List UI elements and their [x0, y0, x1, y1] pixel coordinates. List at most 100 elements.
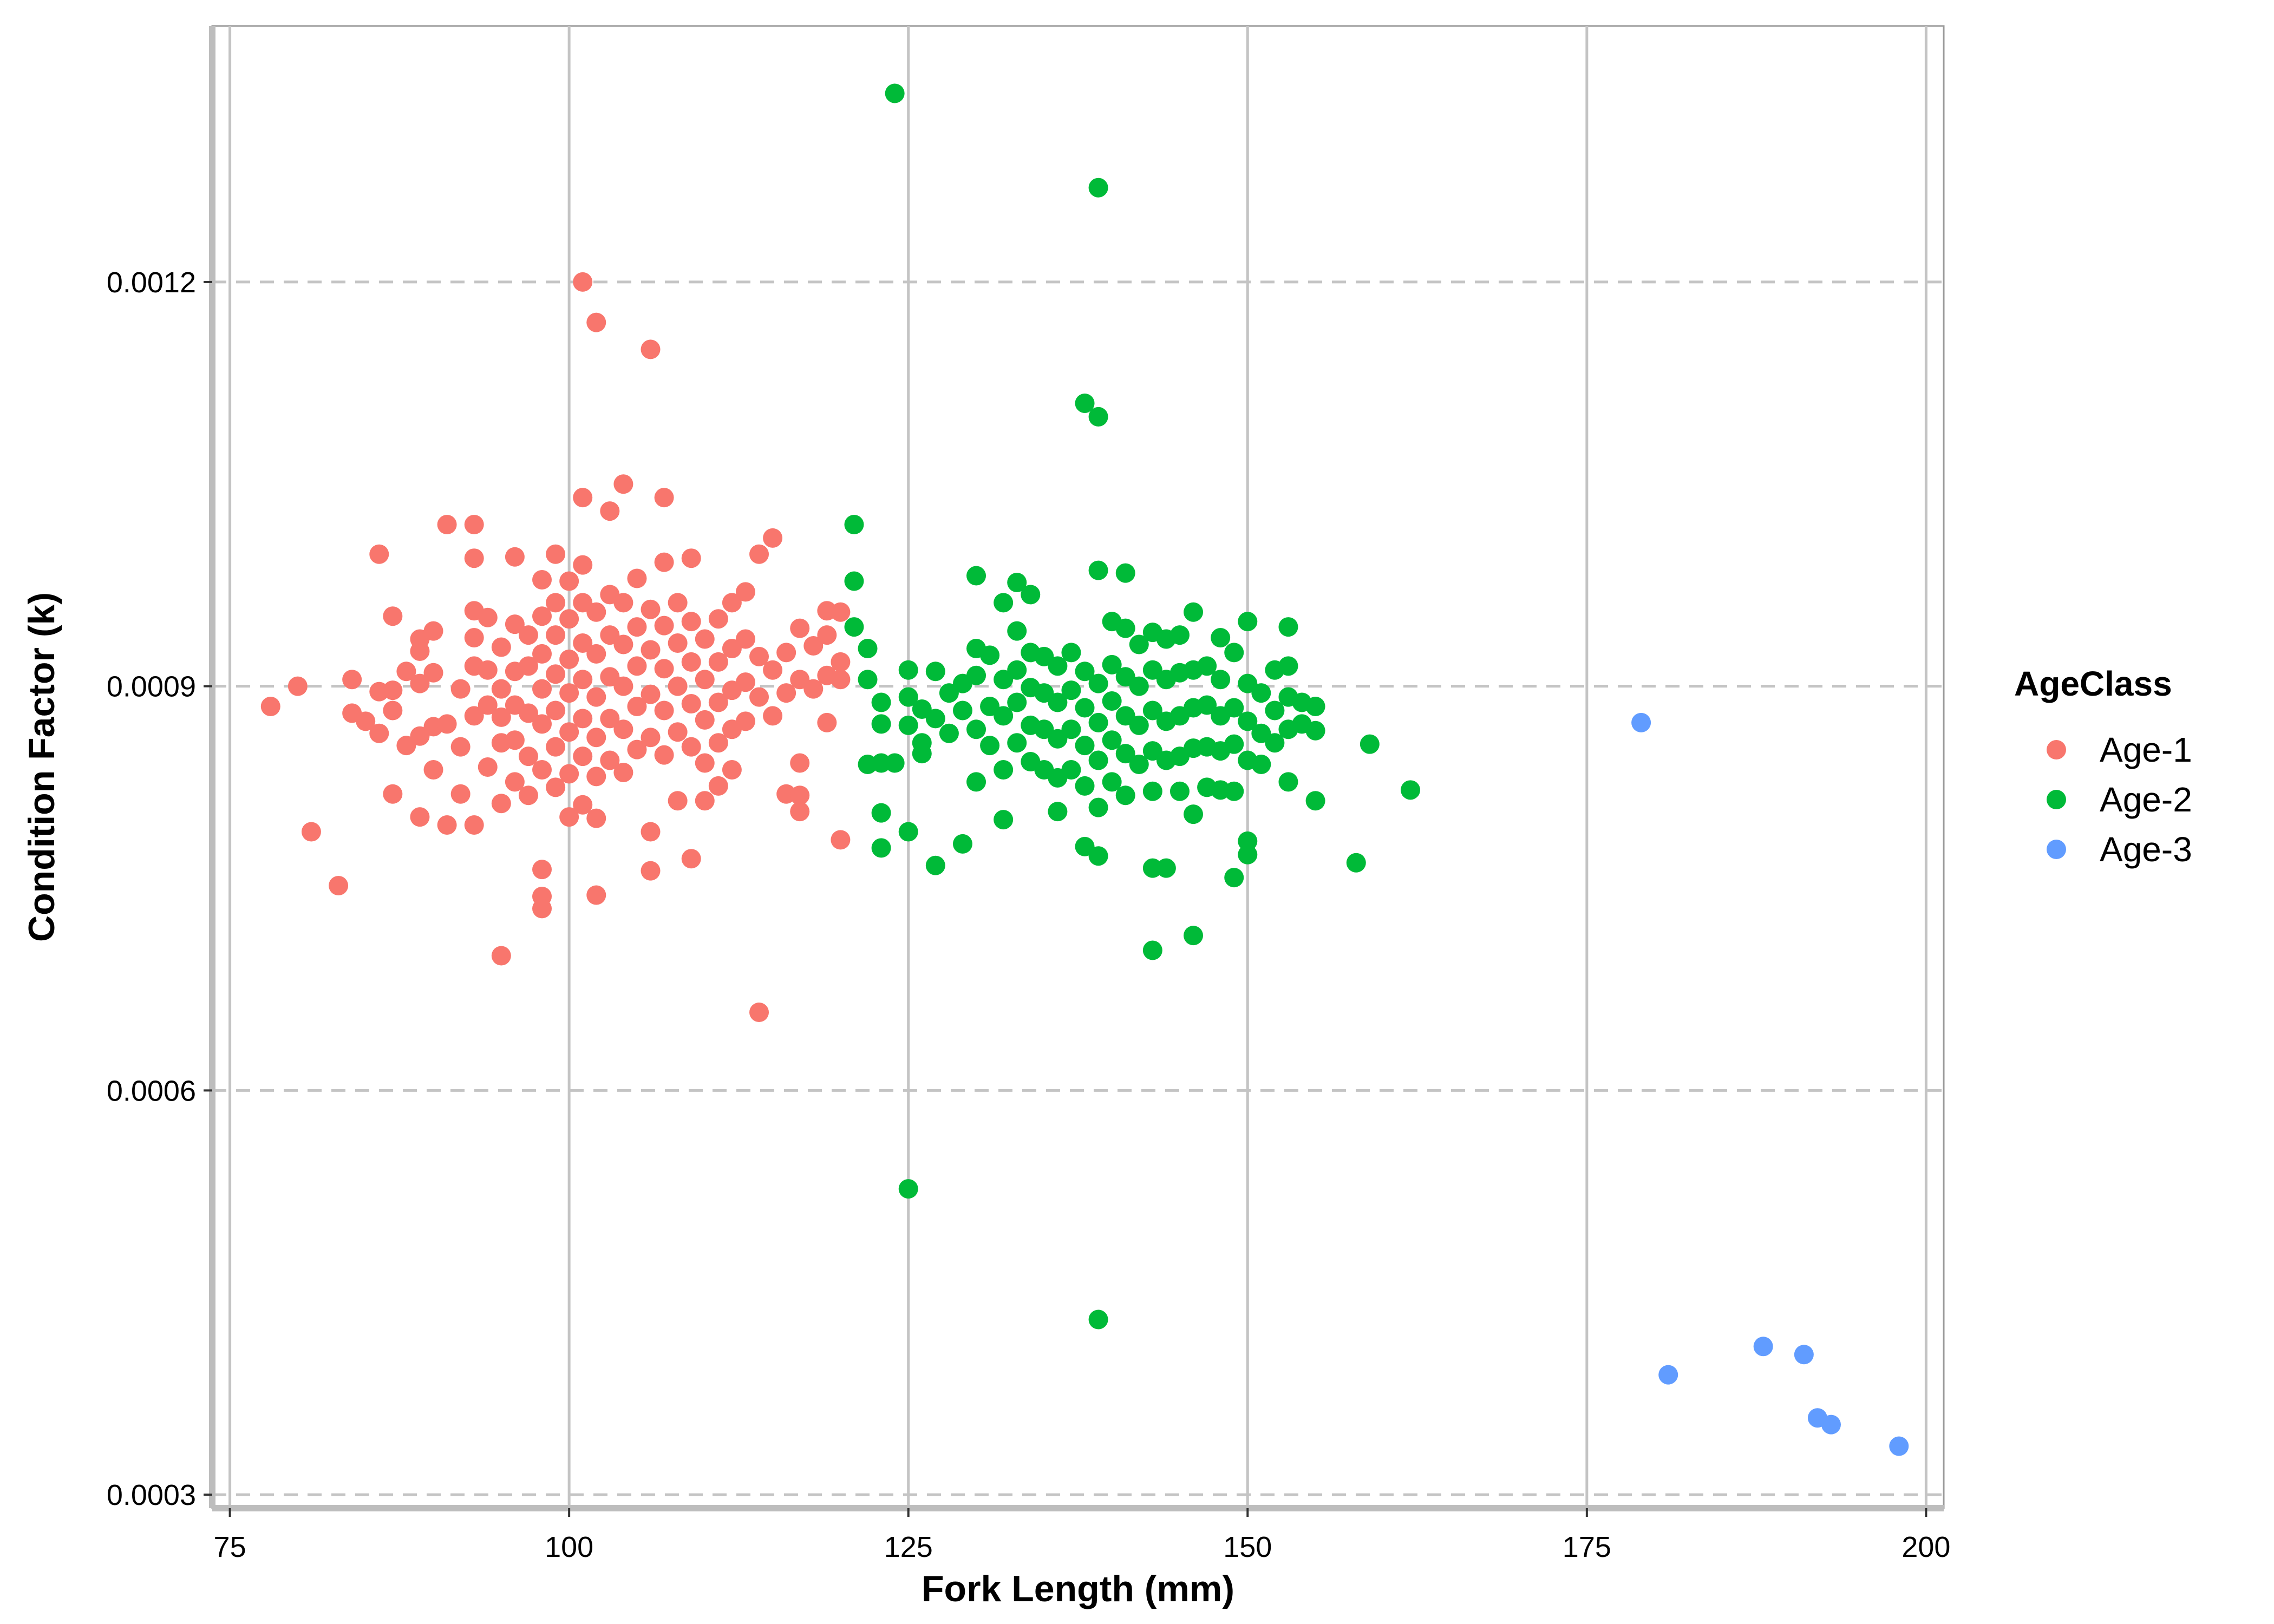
data-point	[1129, 676, 1149, 696]
data-point	[532, 899, 552, 919]
data-point	[1102, 654, 1122, 675]
data-point	[1224, 781, 1244, 801]
data-point	[410, 641, 430, 661]
data-point	[600, 501, 620, 521]
data-point	[559, 764, 579, 784]
data-point	[586, 885, 606, 905]
y-tick-label: 0.0003	[107, 1479, 196, 1511]
data-point	[1075, 662, 1095, 682]
data-point	[627, 656, 647, 676]
y-axis-title: Condition Factor (k)	[21, 592, 62, 942]
series-age-1	[260, 272, 851, 1023]
data-point	[1305, 791, 1325, 811]
legend-label: Age-3	[2100, 830, 2192, 869]
data-point	[423, 663, 443, 683]
x-tick-label: 125	[884, 1531, 933, 1563]
data-point	[952, 700, 972, 721]
data-point	[912, 744, 932, 764]
data-point	[600, 709, 620, 729]
y-tick-label: 0.0009	[107, 671, 196, 703]
data-point	[586, 808, 606, 828]
data-point	[573, 709, 593, 729]
data-point	[898, 1179, 918, 1199]
data-point	[518, 785, 538, 806]
data-point	[1346, 853, 1366, 873]
data-point	[925, 662, 945, 682]
data-point	[1061, 759, 1081, 780]
data-point	[844, 571, 864, 591]
data-point	[505, 547, 525, 567]
data-point	[831, 670, 851, 690]
data-point	[681, 737, 701, 757]
data-point	[1224, 643, 1244, 663]
data-point	[573, 633, 593, 653]
data-point	[1102, 772, 1122, 792]
data-point	[858, 670, 878, 690]
data-point	[898, 822, 918, 842]
data-point	[1061, 680, 1081, 700]
legend-label: Age-2	[2100, 780, 2192, 819]
data-point	[1278, 617, 1298, 637]
data-point	[1224, 868, 1244, 888]
data-point	[708, 733, 728, 753]
data-point	[1278, 772, 1298, 792]
data-point	[1088, 797, 1108, 817]
data-point	[559, 683, 579, 703]
data-point	[613, 719, 633, 739]
vertical-gridlines	[228, 26, 1927, 1508]
data-point	[844, 617, 864, 637]
data-point	[654, 552, 674, 572]
x-tick-label: 200	[1901, 1531, 1950, 1563]
data-point	[695, 753, 715, 773]
data-point	[831, 602, 851, 622]
data-point	[383, 700, 403, 721]
data-point	[1211, 628, 1231, 648]
data-point	[898, 660, 918, 680]
data-point	[1007, 572, 1027, 592]
data-point	[518, 656, 538, 676]
data-point	[1305, 696, 1325, 716]
data-point	[356, 711, 376, 731]
x-axis-title: Fork Length (mm)	[922, 1568, 1234, 1609]
data-point	[831, 830, 851, 850]
data-point	[464, 548, 484, 568]
data-point	[1007, 660, 1027, 680]
data-point	[559, 609, 579, 629]
data-point	[722, 593, 742, 613]
data-point	[641, 684, 661, 704]
data-point	[668, 791, 688, 811]
data-point	[763, 660, 783, 680]
data-point	[437, 514, 457, 534]
data-point	[396, 662, 416, 682]
data-point	[559, 649, 579, 669]
data-point	[749, 544, 769, 564]
legend-title: AgeClass	[2014, 664, 2172, 703]
data-point	[532, 759, 552, 780]
data-point	[898, 715, 918, 735]
data-point	[871, 803, 891, 823]
data-point	[1007, 692, 1027, 712]
data-point	[749, 646, 769, 666]
data-point	[613, 593, 633, 613]
data-point	[559, 722, 579, 742]
data-point	[600, 625, 620, 645]
data-point	[1075, 698, 1095, 718]
data-point	[586, 767, 606, 787]
data-point	[790, 670, 810, 690]
data-point	[1238, 831, 1258, 851]
data-point	[871, 714, 891, 734]
data-point	[260, 696, 280, 716]
data-point	[994, 670, 1014, 690]
data-point	[369, 544, 389, 564]
data-point	[1115, 563, 1135, 583]
data-point	[885, 83, 905, 103]
data-point	[980, 736, 1000, 756]
data-point	[532, 606, 552, 626]
data-point	[1224, 734, 1244, 754]
data-point	[735, 711, 755, 731]
data-point	[1088, 673, 1108, 693]
data-point	[1142, 660, 1162, 680]
data-point	[573, 746, 593, 767]
data-point	[586, 602, 606, 622]
